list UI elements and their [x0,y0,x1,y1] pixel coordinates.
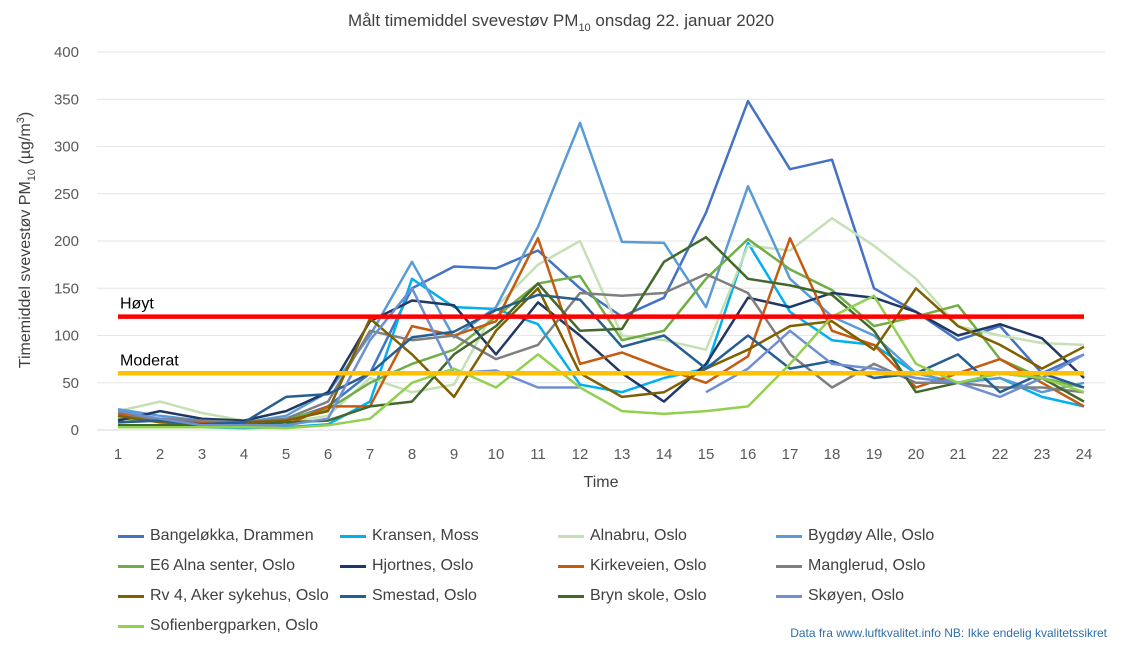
y-tick-label: 200 [54,233,79,250]
series-line [117,237,1085,427]
x-tick-label: 4 [240,446,248,463]
y-axis-ticks: 0 50 100 150 200 250 300 350 400 [54,44,79,439]
legend-swatch [118,624,144,628]
threshold-label: Moderat [120,352,179,369]
x-tick-label: 3 [198,446,206,463]
y-tick-label: 100 [54,328,79,345]
chart-title: Målt timemiddel svevestøv PM10 onsdag 22… [348,11,774,34]
legend-swatch [776,594,802,598]
y-tick-label: 150 [54,280,79,297]
series-line [117,272,1085,424]
x-tick-label: 24 [1076,446,1093,463]
legend-swatch [558,594,584,598]
legend-item: Kransen, Moss [340,525,479,547]
y-tick-label: 350 [54,91,79,108]
legend-item: Sofienbergparken, Oslo [118,615,318,637]
legend-item: Kirkeveien, Oslo [558,555,707,577]
series-line [117,99,1085,427]
legend-swatch [118,534,144,538]
x-tick-label: 6 [324,446,332,463]
series-line [117,291,1085,422]
x-tick-label: 19 [866,446,883,463]
legend-label: Alnabru, Oslo [590,527,687,544]
x-tick-label: 22 [992,446,1009,463]
x-axis-label: Time [584,474,619,491]
y-axis-label: Timemiddel svevestøv PM10 (µg/m3) [15,112,38,368]
x-axis-ticks: 1 2 3 4 5 6 7 8 9 10 11 12 13 14 15 16 17 18 19 20 21 22 23 24 [114,446,1093,463]
threshold-label: Høyt [120,296,154,313]
legend-swatch [340,594,366,598]
x-tick-label: 15 [698,446,715,463]
legend-label: Sofienbergparken, Oslo [150,617,319,634]
gridlines [97,51,1105,431]
series-line [118,294,1085,430]
y-tick-label: 300 [54,139,79,156]
x-tick-label: 7 [366,446,374,463]
x-tick-label: 11 [530,446,546,463]
legend-item: Hjortnes, Oslo [340,555,473,577]
x-tick-label: 20 [908,446,925,463]
legend-swatch [776,564,802,568]
legend-label: Bygdøy Alle, Oslo [808,527,935,544]
legend-label: Kransen, Moss [372,527,479,544]
legend-label: Bangeløkka, Drammen [150,527,314,544]
x-tick-label: 18 [824,446,841,463]
legend-label: E6 Alna senter, Oslo [150,557,295,574]
legend-label: Smestad, Oslo [372,587,477,604]
x-tick-label: 13 [614,446,631,463]
legend-label: Skøyen, Oslo [808,587,905,604]
x-tick-label: 1 [114,446,122,463]
y-tick-label: 0 [71,422,79,439]
x-tick-label: 21 [950,446,967,463]
legend-label: Bryn skole, Oslo [590,587,707,604]
line-chart: Målt timemiddel svevestøv PM10 onsdag 22… [15,11,1105,491]
legend-item: Smestad, Oslo [340,585,477,607]
x-tick-label: 12 [572,446,589,463]
threshold-lines: Høyt Moderat [118,296,1084,376]
x-tick-label: 14 [656,446,673,463]
series-line [117,217,1085,424]
legend-item: Bryn skole, Oslo [558,585,706,607]
legend-swatch [558,564,584,568]
legend-item: Manglerud, Oslo [776,555,925,577]
legend-swatch [340,564,366,568]
series-lines [117,99,1085,430]
x-tick-label: 9 [450,446,458,463]
x-tick-label: 17 [782,446,799,463]
x-tick-label: 16 [740,446,757,463]
legend-swatch [118,594,144,598]
series-line [118,235,1085,427]
source-note: Data fra www.luftkvalitet.info NB: Ikke … [790,626,1107,640]
series-line [117,287,1085,426]
x-tick-label: 23 [1034,446,1051,463]
legend-label: Hjortnes, Oslo [372,557,474,574]
series-line [117,293,1085,426]
legend-item: Skøyen, Oslo [776,585,904,607]
legend-item: E6 Alna senter, Oslo [118,555,295,577]
legend-swatch [118,564,144,568]
legend-swatch [340,534,366,538]
series-line [117,121,1085,424]
legend-label: Rv 4, Aker sykehus, Oslo [150,587,329,604]
x-tick-label: 8 [408,446,416,463]
legend-swatch [776,534,802,538]
legend-item: Rv 4, Aker sykehus, Oslo [118,585,329,607]
y-tick-label: 50 [62,375,79,392]
legend-label: Kirkeveien, Oslo [590,557,707,574]
legend-item: Bygdøy Alle, Oslo [776,525,934,547]
series-line [117,236,1085,427]
x-tick-label: 10 [488,446,505,463]
y-tick-label: 250 [54,186,79,203]
legend-item: Alnabru, Oslo [558,525,687,547]
x-tick-label: 2 [156,446,164,463]
y-tick-label: 400 [54,44,79,61]
legend-swatch [558,534,584,538]
legend-item: Bangeløkka, Drammen [118,525,314,547]
legend-label: Manglerud, Oslo [808,557,926,574]
x-tick-label: 5 [282,446,290,463]
